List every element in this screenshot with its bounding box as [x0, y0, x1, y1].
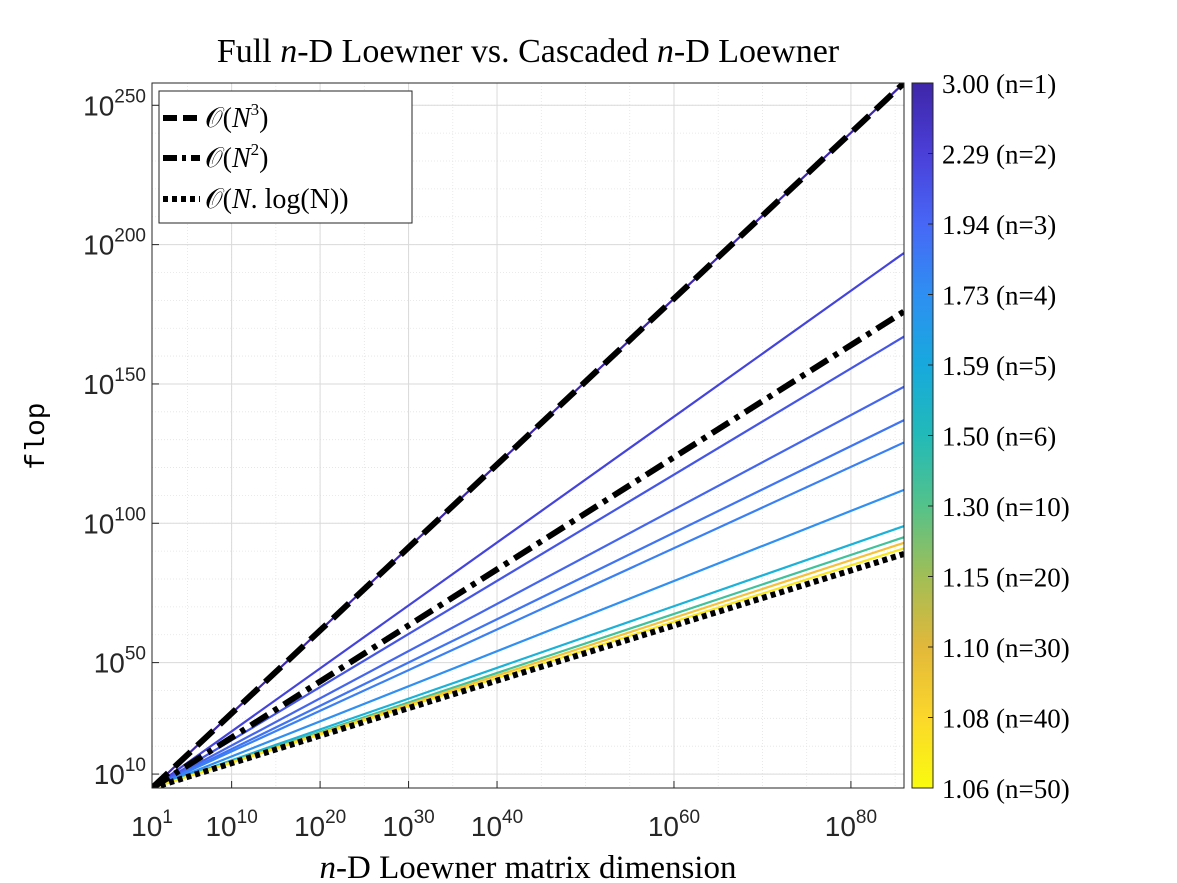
y-tick-label: 10100 — [83, 504, 146, 539]
plot-frame — [151, 82, 905, 789]
colorbar: 3.00 (n=1) 2.29 (n=2) 1.94 (n=3) 1.73 (n=4)… — [911, 69, 1070, 804]
series-line-n2 — [152, 252, 904, 788]
legend-box — [158, 90, 413, 224]
y-tick-label: 10150 — [83, 365, 146, 400]
legend: 𝒪(N3) 𝒪(N2) 𝒪(N. log(N)) — [158, 90, 413, 224]
colorbar-label-n5: 1.59 (n=5) — [942, 351, 1056, 381]
y-axis-label: flop — [22, 402, 53, 469]
colorbar-label-n40: 1.08 (n=40) — [942, 704, 1070, 734]
y-tick-label: 1010 — [94, 755, 146, 790]
ref-line-n2 — [152, 308, 904, 788]
x-tick-label: 1010 — [205, 807, 257, 842]
series-line-n5 — [152, 419, 904, 788]
series-line-n4 — [152, 385, 904, 788]
colorbar-label-n3: 1.94 (n=3) — [942, 210, 1056, 240]
colorbar-label-n1: 3.00 (n=1) — [942, 69, 1056, 99]
colorbar-label-n4: 1.73 (n=4) — [942, 281, 1056, 311]
y-tick-label: 1050 — [94, 644, 146, 679]
ref-line-n3 — [152, 83, 904, 788]
chart-title: Full n-D Loewner vs. Cascaded n-D Loewne… — [217, 33, 840, 70]
series-line-n6 — [152, 441, 904, 788]
legend-label-nlogn: 𝒪(N. log(N)) — [205, 184, 349, 215]
series-line-n20 — [152, 525, 904, 788]
colorbar-labels: 3.00 (n=1) 2.29 (n=2) 1.94 (n=3) 1.73 (n=4)… — [928, 69, 1070, 804]
x-axis-ticks: 101 1010 1020 1030 1040 1060 1080 — [131, 781, 877, 842]
legend-label-n3: 𝒪(N3) — [205, 100, 268, 134]
colorbar-label-n50: 1.06 (n=50) — [942, 774, 1070, 804]
colorbar-label-n20: 1.15 (n=20) — [942, 563, 1070, 593]
series-line-n3 — [152, 335, 904, 788]
x-tick-label: 1080 — [825, 807, 877, 842]
y-tick-label: 10250 — [83, 86, 146, 121]
colorbar-label-n10: 1.30 (n=10) — [942, 492, 1070, 522]
x-tick-label: 1040 — [471, 807, 523, 842]
x-tick-label: 1020 — [294, 807, 346, 842]
colorbar-label-n2: 2.29 (n=2) — [942, 140, 1056, 170]
x-tick-label: 1030 — [382, 807, 434, 842]
series-line-n10 — [152, 488, 904, 788]
legend-label-n2: 𝒪(N2) — [205, 140, 268, 174]
x-tick-label: 1060 — [648, 807, 700, 842]
series-line-n50 — [152, 547, 904, 788]
colorbar-label-n6: 1.50 (n=6) — [942, 422, 1056, 452]
y-axis-ticks: 1010 1050 10100 10150 10200 10250 — [83, 86, 159, 790]
x-tick-label: 101 — [131, 807, 173, 842]
y-tick-label: 10200 — [83, 226, 146, 261]
colorbar-label-n30: 1.10 (n=30) — [942, 633, 1070, 663]
x-axis-label: n-D Loewner matrix dimension — [320, 850, 737, 883]
reference-lines-group — [152, 83, 904, 788]
